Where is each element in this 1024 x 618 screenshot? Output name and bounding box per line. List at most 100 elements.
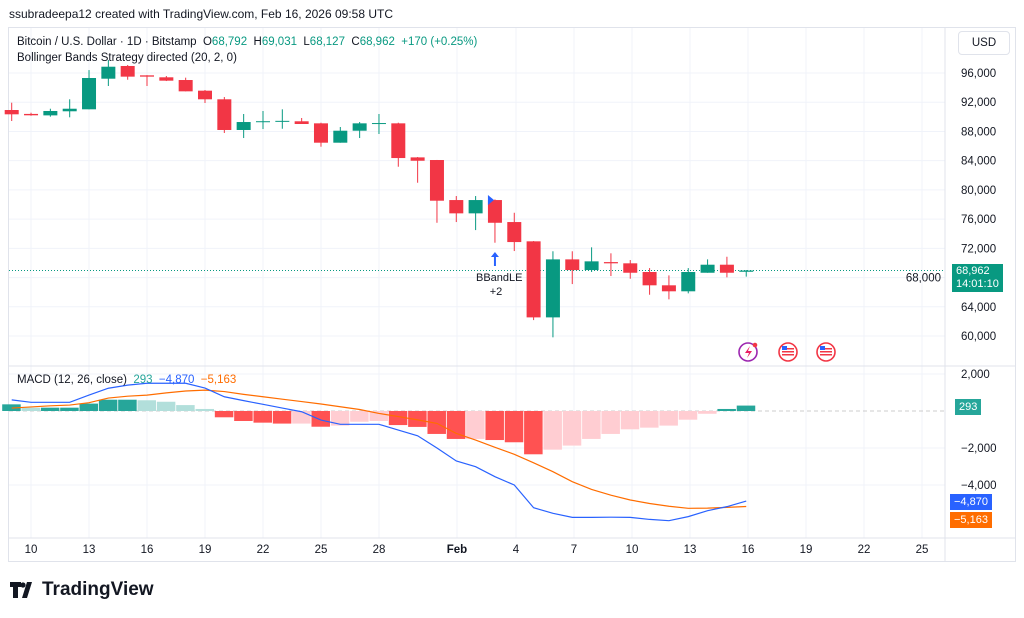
price-tick-label: 64,000 <box>961 302 996 314</box>
candle-body <box>120 65 135 77</box>
signal-name: BBandLE <box>476 272 523 284</box>
price-tick-label: 68,000 <box>906 273 941 285</box>
candle-body <box>140 75 155 77</box>
macd-histogram-bar <box>427 411 446 434</box>
candle-body <box>719 264 734 273</box>
candle-body <box>584 261 599 271</box>
notify-dot <box>752 342 758 348</box>
macd-histogram-bar <box>485 411 504 441</box>
macd-hist-tag: 293 <box>955 399 982 415</box>
candle-body <box>565 259 580 271</box>
candle-body <box>333 130 348 143</box>
macd-tick-label: 2,000 <box>961 369 990 381</box>
macd-title: MACD (12, 26, close) <box>17 374 127 386</box>
candle-body <box>217 99 232 130</box>
macd-histogram-bar <box>543 411 562 450</box>
macd-histogram-bar <box>311 411 330 427</box>
macd-histogram-bar <box>79 403 99 411</box>
low-label: L <box>303 36 310 48</box>
us-flag-event-icon <box>778 342 798 362</box>
flag-stripe <box>782 354 794 356</box>
time-tick-label: 19 <box>800 544 813 556</box>
long-arrow-icon <box>490 252 499 266</box>
signal-label: BBandLE +2 <box>476 271 523 299</box>
time-tick-label: 16 <box>141 544 154 556</box>
candle-body <box>4 110 19 115</box>
macd-histogram-bar <box>292 411 311 424</box>
macd-histogram-bar <box>446 411 466 439</box>
candle-body <box>352 123 367 131</box>
price-tick-label: 76,000 <box>961 214 996 226</box>
macd-histogram-bar <box>234 411 253 421</box>
candle-body <box>545 259 560 318</box>
candle-body <box>661 285 676 292</box>
macd-histogram-bar <box>137 400 157 411</box>
macd-histogram-bar <box>582 411 601 439</box>
signal-qty: +2 <box>489 286 503 298</box>
tradingview-logo[interactable]: TradingView <box>10 579 154 601</box>
macd-histogram-bar <box>640 411 659 428</box>
time-tick-label: 16 <box>742 544 755 556</box>
time-tick-label: 19 <box>199 544 212 556</box>
macd-histogram-bar <box>272 411 292 424</box>
tradingview-logo-icon <box>10 582 32 598</box>
currency-button[interactable]: USD <box>958 31 1010 55</box>
macd-histogram-bar <box>601 411 620 434</box>
strategy-legend[interactable]: Bollinger Bands Strategy directed (20, 2… <box>17 52 237 64</box>
time-tick-label: 4 <box>513 544 520 556</box>
candle-body <box>449 200 464 214</box>
macd-histogram-bar <box>98 399 118 411</box>
macd-legend[interactable]: MACD (12, 26, close) 293 −4,870 −5,163 <box>17 374 236 386</box>
candle-body <box>101 66 116 79</box>
macd-histogram-bar <box>176 405 195 411</box>
us-flag-event-icon <box>816 342 836 362</box>
candle-body <box>178 80 193 92</box>
change-value: +170 (+0.25%) <box>401 36 478 48</box>
candle-body <box>700 264 715 273</box>
time-tick-label: 22 <box>257 544 270 556</box>
time-tick-label: 28 <box>373 544 386 556</box>
macd-histogram-bar <box>118 399 137 411</box>
chart-frame <box>8 27 1016 562</box>
macd-histogram-bar <box>620 411 640 430</box>
logo-text: TradingView <box>42 579 154 600</box>
candle-body <box>429 160 444 201</box>
macd-line <box>11 382 747 522</box>
candle-body <box>82 78 97 110</box>
candle-body <box>255 121 270 123</box>
time-tick-label: 25 <box>916 544 929 556</box>
candle-body <box>236 122 251 130</box>
macd-tick-label: −4,000 <box>961 480 997 492</box>
time-tick-label: 10 <box>626 544 639 556</box>
price-tick-label: 60,000 <box>961 331 996 343</box>
high-value: 69,031 <box>261 36 297 48</box>
macd-histogram-bar <box>330 411 350 426</box>
close-value: 68,962 <box>359 36 395 48</box>
price-tick-label: 88,000 <box>961 126 996 138</box>
macd-histogram-bar <box>2 404 21 411</box>
open-value: 68,792 <box>211 36 248 48</box>
flag-stripe <box>782 348 794 350</box>
lightning-event-icon <box>738 342 758 362</box>
candle-body <box>487 200 502 223</box>
candle-body <box>371 123 386 125</box>
high-label: H <box>253 36 262 48</box>
candle-body <box>623 263 638 273</box>
macd-histogram-bar <box>736 405 756 411</box>
macd-histogram-bar <box>253 411 272 423</box>
macd-histogram-bar <box>408 411 427 427</box>
macd-histogram-bar <box>40 407 60 411</box>
symbol-legend: Bitcoin / U.S. Dollar · 1D · Bitstamp O6… <box>17 34 477 66</box>
macd-signal-line <box>11 389 747 509</box>
candle-body <box>159 77 174 81</box>
symbol-name: Bitcoin / U.S. Dollar · 1D · Bitstamp <box>17 36 197 48</box>
macd-line-value: −4,870 <box>158 374 195 386</box>
candle-body <box>62 108 77 112</box>
macd-signal-value: −5,163 <box>200 374 237 386</box>
candle-body <box>642 272 657 286</box>
macd-histogram-bar <box>195 408 214 411</box>
macd-histogram-bar <box>214 411 234 418</box>
flag-stripe <box>820 351 832 353</box>
candle-body <box>43 110 58 116</box>
